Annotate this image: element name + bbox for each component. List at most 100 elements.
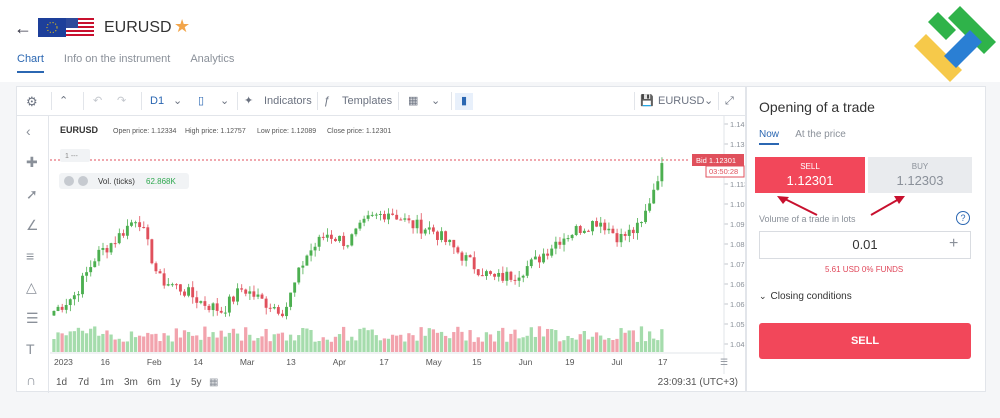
- axis-settings-icon[interactable]: ☰: [720, 357, 728, 367]
- date-range-calendar-icon[interactable]: ▦: [209, 377, 219, 388]
- volume-hide-icon[interactable]: [64, 176, 74, 186]
- redo-icon[interactable]: ↷: [117, 95, 127, 107]
- volume-bar: [297, 335, 301, 352]
- undo-icon[interactable]: ↶: [93, 95, 103, 107]
- candle-body: [174, 284, 178, 286]
- volume-bar: [468, 330, 472, 352]
- angle-tool-icon[interactable]: ∠: [26, 217, 39, 233]
- candle-body: [338, 235, 341, 242]
- calendar-icon[interactable]: ▦: [408, 95, 419, 107]
- candle-body: [660, 163, 664, 182]
- save-icon[interactable]: 💾: [640, 95, 654, 107]
- calendar-chevron-icon[interactable]: ⌄: [431, 95, 441, 107]
- crosshair-icon[interactable]: ✚: [26, 154, 38, 170]
- closing-conditions-toggle[interactable]: ⌄ Closing conditions: [759, 291, 852, 302]
- tab-now[interactable]: Now: [759, 129, 780, 145]
- timeframe-chevron-icon[interactable]: ⌄: [173, 95, 183, 107]
- sell-price: 1.12301: [786, 173, 834, 188]
- candle-body: [615, 233, 619, 243]
- server-clock: 23:09:31 (UTC+3): [657, 377, 738, 388]
- price-tick-label: 1.04340: [730, 340, 745, 349]
- sell-price-box[interactable]: SELL 1.12301: [755, 157, 865, 193]
- templates-icon[interactable]: ƒ: [324, 95, 331, 107]
- price-chart[interactable]: 1.140201.131401.122601.113801.105001.096…: [50, 116, 745, 374]
- range-6m[interactable]: 6m: [147, 377, 161, 388]
- fibonacci-tool-icon[interactable]: ☰: [26, 310, 39, 326]
- range-1y[interactable]: 1y: [170, 377, 181, 388]
- instrument-chevron-icon[interactable]: ⌄: [704, 95, 714, 107]
- volume-bar: [305, 328, 309, 352]
- range-1m[interactable]: 1m: [100, 377, 114, 388]
- back-arrow-icon[interactable]: ←: [14, 18, 32, 38]
- help-question-icon[interactable]: ?: [956, 211, 970, 225]
- fullscreen-icon[interactable]: ⤢: [725, 95, 734, 107]
- candle-body: [358, 222, 362, 229]
- magnet-icon[interactable]: ∩: [26, 372, 37, 388]
- candle-body: [138, 222, 142, 228]
- candle-type-icon[interactable]: ▯: [198, 95, 205, 107]
- candle-body: [382, 213, 386, 220]
- close-price-label: Close price: 1.12301: [327, 128, 391, 135]
- volume-bar: [554, 330, 558, 352]
- candle-body: [513, 279, 517, 281]
- tab-chart[interactable]: Chart: [17, 53, 44, 73]
- timeframe-select[interactable]: D1: [150, 95, 165, 107]
- polygon-tool-icon[interactable]: △: [26, 279, 37, 295]
- range-5y[interactable]: 5y: [191, 377, 202, 388]
- text-tool-icon[interactable]: T: [26, 341, 35, 357]
- candle-body: [619, 233, 623, 243]
- volume-settings-icon[interactable]: [78, 176, 88, 186]
- candle-body: [227, 296, 231, 313]
- candle-body: [403, 218, 407, 220]
- indicators-button[interactable]: Indicators: [264, 95, 312, 107]
- volume-bar: [419, 327, 423, 352]
- favorite-star-icon[interactable]: ★: [174, 16, 191, 36]
- candle-body: [72, 295, 76, 300]
- volume-bar: [166, 335, 170, 352]
- range-3m[interactable]: 3m: [124, 377, 138, 388]
- tab-analytics[interactable]: Analytics: [190, 53, 235, 65]
- chevron-left-icon[interactable]: ‹: [26, 123, 31, 139]
- candle-body: [297, 267, 301, 283]
- price-tick-label: 1.06100: [730, 300, 745, 309]
- templates-button[interactable]: Templates: [342, 95, 393, 107]
- volume-bar: [101, 333, 105, 352]
- buy-price-box[interactable]: BUY 1.12303: [868, 157, 972, 193]
- sell-button[interactable]: SELL: [759, 323, 971, 359]
- volume-legend-value: 62.868K: [146, 177, 176, 186]
- candle-body: [334, 238, 337, 242]
- volume-bar: [109, 334, 113, 352]
- toolbar-divider: [141, 92, 142, 110]
- range-7d[interactable]: 7d: [78, 377, 90, 388]
- volume-input[interactable]: 0.01: [759, 231, 971, 259]
- indicators-icon[interactable]: ✦: [244, 95, 254, 107]
- candle-body: [570, 234, 574, 239]
- volume-bar: [521, 337, 525, 352]
- volume-bars-icon[interactable]: ▮: [455, 93, 473, 110]
- volume-bar: [227, 332, 232, 352]
- trendline-icon[interactable]: ➚: [26, 186, 38, 202]
- annotation-arrow-left: [784, 198, 818, 216]
- tab-at-the-price[interactable]: At the price: [795, 129, 846, 140]
- volume-bar: [354, 340, 358, 352]
- candle-body: [207, 305, 211, 311]
- volume-bar: [133, 337, 138, 352]
- volume-bar: [541, 336, 546, 352]
- candle-body: [260, 294, 264, 299]
- candle-body: [317, 236, 321, 247]
- settings-gear-icon[interactable]: ⚙: [26, 94, 38, 109]
- range-1d[interactable]: 1d: [56, 377, 68, 388]
- candle-body: [325, 234, 329, 238]
- volume-bar: [80, 330, 85, 352]
- volume-legend-badge: [59, 173, 189, 189]
- volume-bar: [272, 334, 276, 352]
- volume-bar: [607, 338, 611, 352]
- order-marker-badge[interactable]: [60, 149, 90, 162]
- instrument-select[interactable]: EURUSD: [658, 95, 705, 107]
- funds-info: 5.61 USD 0% FUNDS: [825, 265, 904, 274]
- tab-info[interactable]: Info on the instrument: [63, 53, 171, 65]
- collapse-chevron-icon[interactable]: ⌃: [59, 95, 69, 107]
- channel-tool-icon[interactable]: ≡: [26, 248, 35, 264]
- volume-increase-icon[interactable]: +: [949, 235, 959, 252]
- chart-type-chevron-icon[interactable]: ⌄: [220, 95, 230, 107]
